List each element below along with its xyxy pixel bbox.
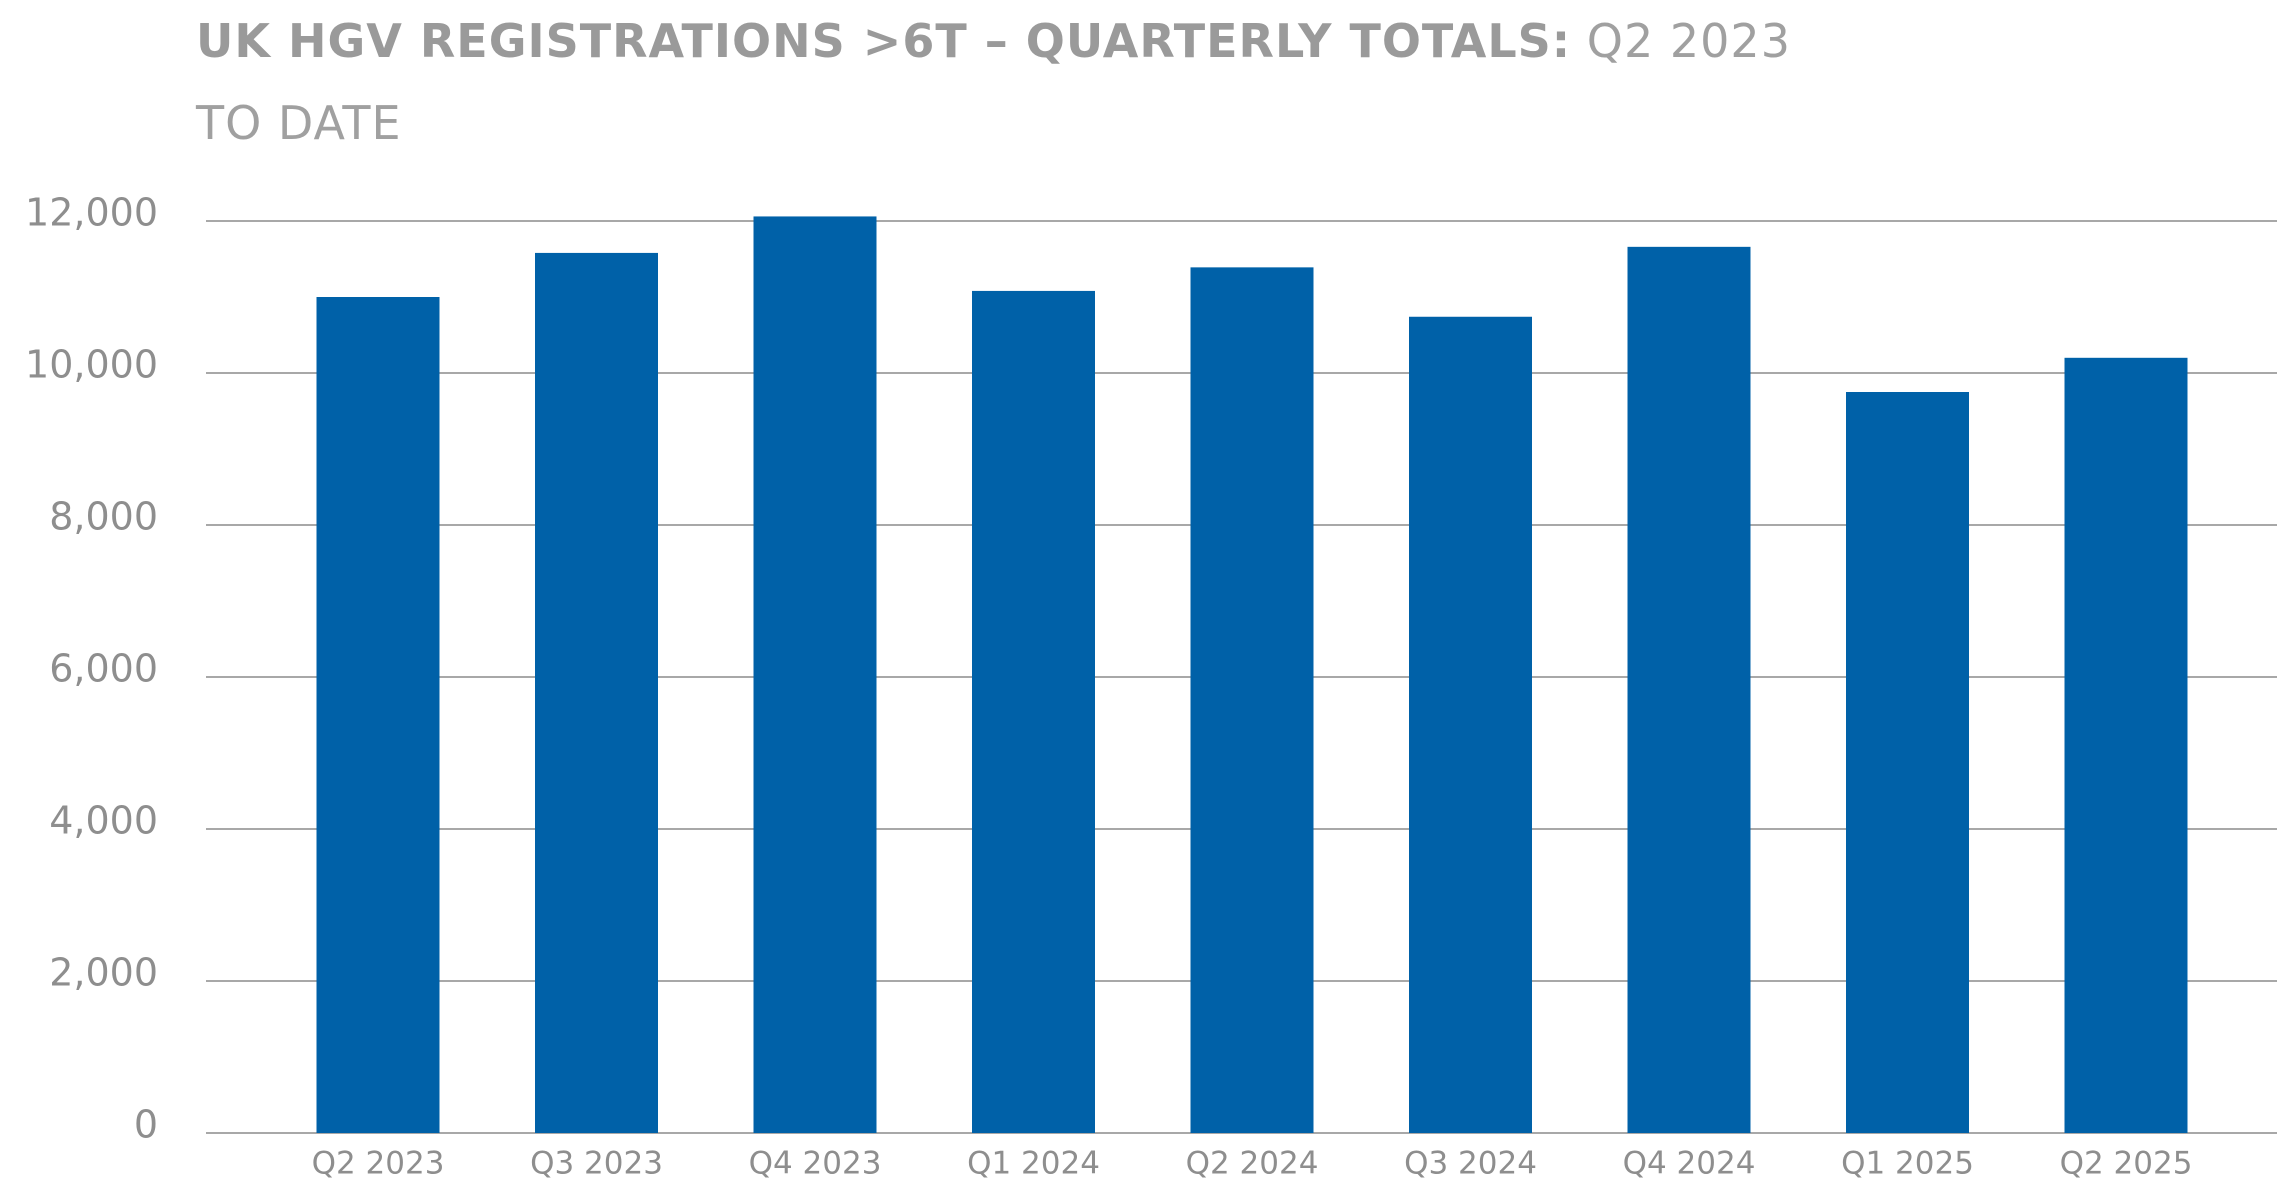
x-tick-label: Q2 2023 [312,1146,445,1182]
bar [753,216,877,1133]
y-tick-label: 8,000 [49,495,158,539]
y-tick-label: 2,000 [49,951,158,995]
bar [1409,316,1532,1133]
bar [316,297,440,1133]
x-tick-label: Q3 2024 [1404,1146,1537,1182]
bar [2064,357,2188,1133]
y-tick-label: 0 [134,1103,158,1147]
x-tick-label: Q4 2023 [749,1146,882,1182]
x-tick-label: Q1 2025 [1841,1146,1974,1182]
x-tick-label: Q1 2024 [967,1146,1100,1182]
x-tick-label: Q2 2025 [2060,1146,2193,1182]
bar [972,290,1095,1133]
bar [1627,246,1751,1134]
x-tick-label: Q4 2024 [1623,1146,1756,1182]
bar [535,252,658,1134]
bar [1846,392,1969,1133]
y-tick-label: 12,000 [25,191,158,235]
y-tick-label: 4,000 [49,799,158,843]
chart-title-block: UK HGV REGISTRATIONS >6T – QUARTERLY TOT… [196,0,1846,164]
y-tick-label: 6,000 [49,647,158,691]
bar [1190,267,1314,1133]
y-tick-label: 10,000 [25,343,158,387]
chart-subtitle: Q2 2023 TO DATE [196,14,1791,150]
chart-title: UK HGV REGISTRATIONS >6T – QUARTERLY TOT… [196,14,1572,68]
x-tick-label: Q2 2024 [1186,1146,1319,1182]
x-tick-label: Q3 2023 [530,1146,663,1182]
